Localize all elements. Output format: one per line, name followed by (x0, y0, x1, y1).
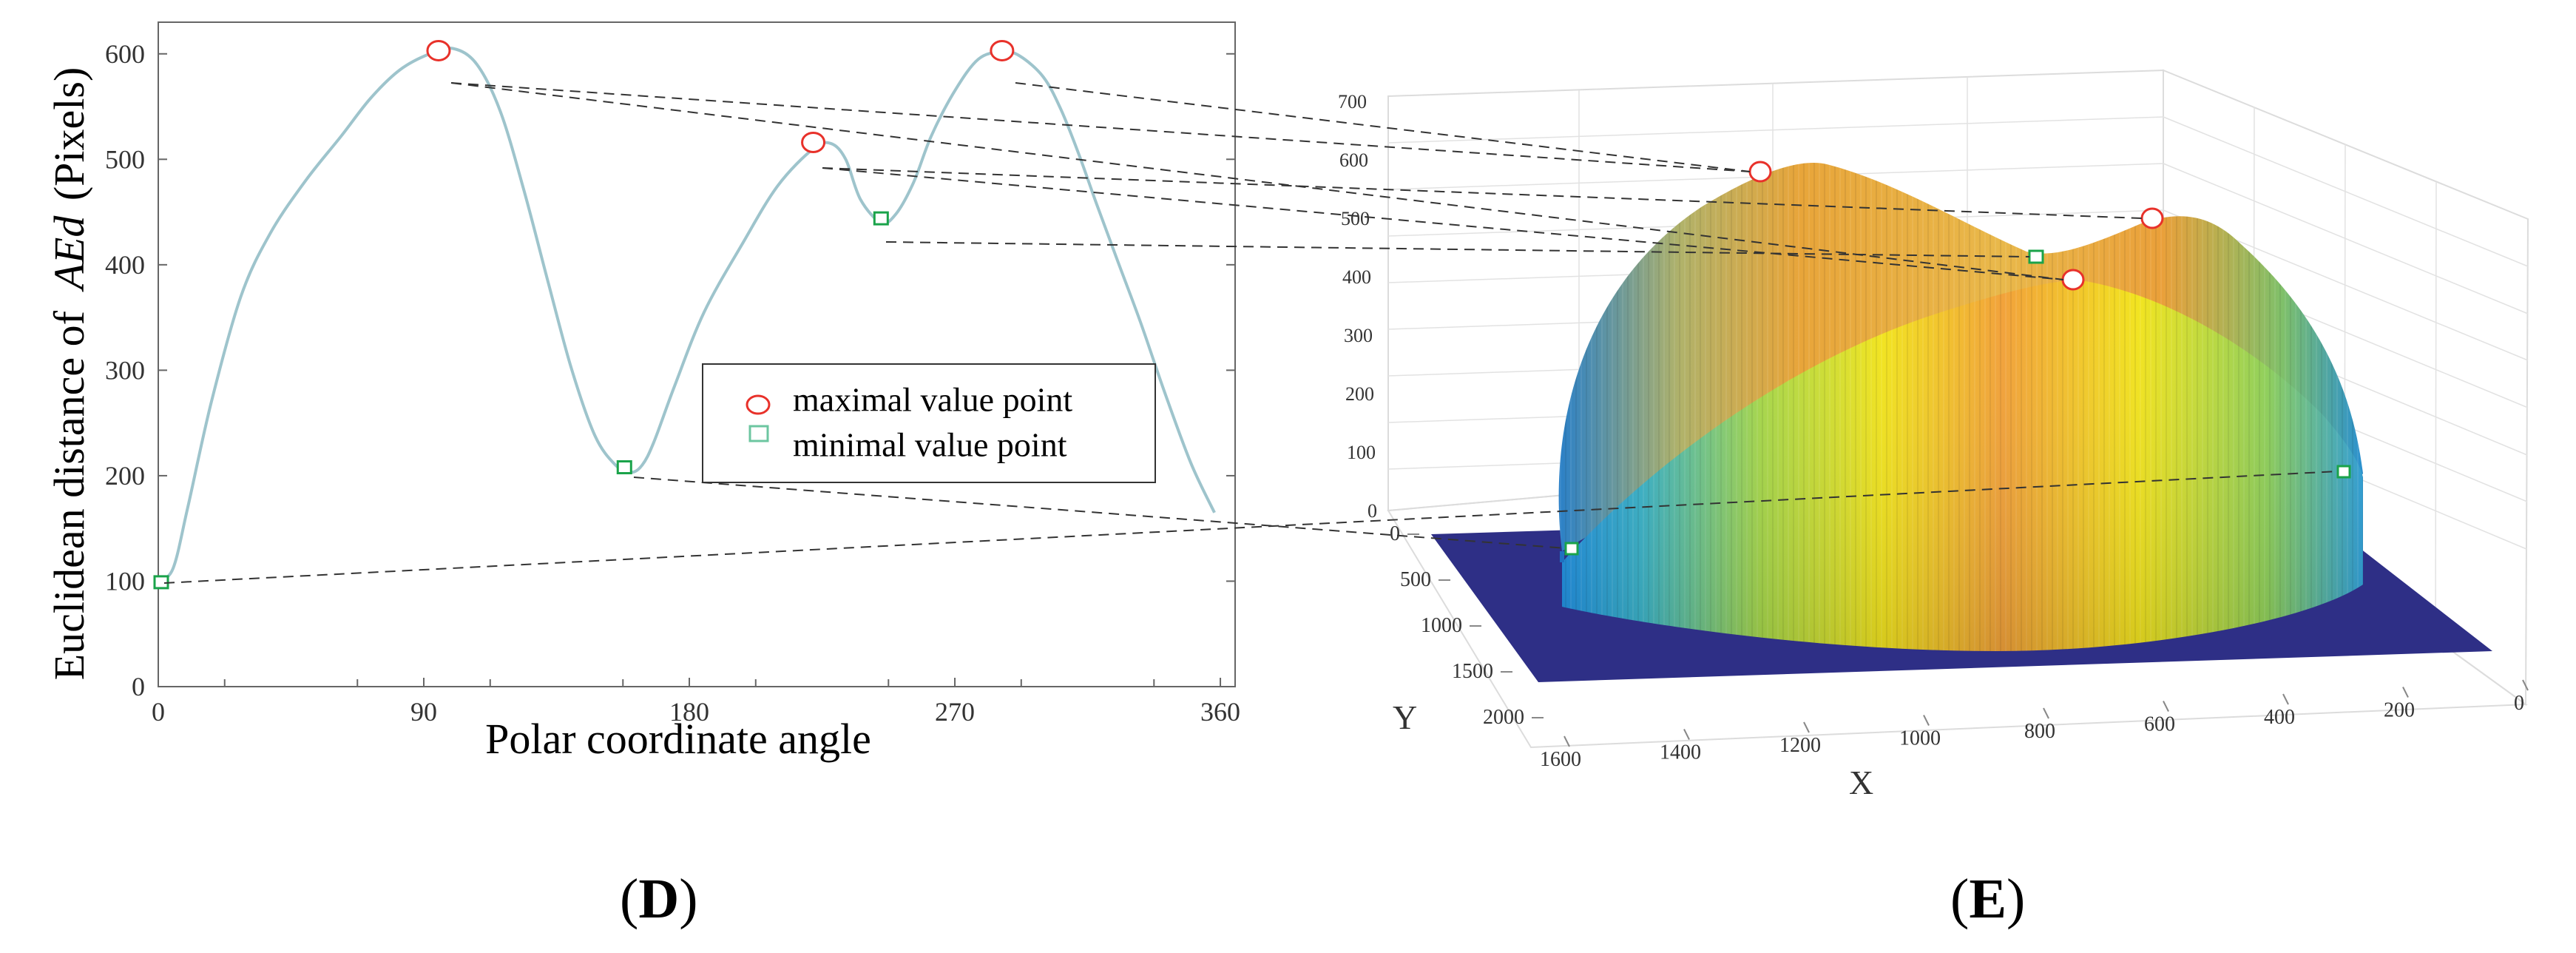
x-tick (1683, 729, 1690, 740)
y-tick-label: 1000 (1421, 614, 1462, 637)
x-tick-label: 270 (935, 697, 975, 727)
surface-min-marker-2 (1564, 542, 1579, 556)
z-tick-label: 500 (1341, 208, 1370, 229)
x-tick (2522, 679, 2529, 691)
z-tick-label: 100 (1347, 442, 1376, 463)
x-tick-label: 0 (2514, 692, 2524, 715)
legend-box (702, 363, 1156, 483)
legend-min-label: minimal value point (793, 426, 1067, 464)
y-tick-label: 100 (105, 566, 145, 596)
min-marker-3 (873, 211, 889, 226)
x-tick (1803, 721, 1810, 733)
x-tick (1563, 735, 1570, 747)
y-axis-label-var: AEd (45, 215, 93, 293)
x-tick-label: 600 (2144, 713, 2175, 736)
panel-e-label: (E) (1950, 868, 2026, 930)
legend-max-marker (746, 394, 771, 415)
legend-max-label: maximal value point (793, 381, 1072, 419)
connector-lines (163, 82, 2339, 584)
x-tick-label: 1200 (1779, 734, 1821, 757)
extreme-markers (153, 39, 1015, 590)
surface-min-marker-3 (2336, 465, 2351, 479)
e-x-axis-label: X (1849, 764, 1873, 801)
z-tick-labels: 0 100 200 300 400 500 600 700 (1338, 91, 1377, 522)
max-marker-1 (426, 39, 451, 61)
x-tick (2163, 701, 2169, 712)
axis-ticks (158, 53, 1235, 687)
legend-min-marker (748, 425, 769, 442)
y-tick-label: 500 (1400, 568, 1431, 591)
surface-max-marker-2 (2140, 207, 2164, 229)
x-tick-label: 1600 (1540, 748, 1581, 771)
y-tick-label: 400 (105, 250, 145, 280)
x-tick (1923, 715, 1930, 726)
x-tick-label: 0 (152, 697, 165, 727)
x-tick-label: 90 (410, 697, 437, 727)
x-tick (2043, 707, 2049, 719)
panel-d-label: (D) (620, 868, 698, 930)
x-tick (2282, 693, 2289, 705)
surface-max-marker-1 (1748, 161, 1772, 183)
z-tick-label: 200 (1345, 383, 1374, 405)
x-tick (2402, 687, 2409, 698)
surface-max-marker-3 (2061, 269, 2085, 291)
y-tick-label: 1500 (1452, 660, 1493, 683)
x-tick-label: 1400 (1660, 741, 1701, 764)
panel-d-chart: 0 90 180 270 360 0 100 200 300 400 500 600 maximal … (45, 21, 1240, 763)
plot-frame (158, 21, 1236, 687)
y-tick-label: 200 (105, 461, 145, 491)
y-axis-label-unit: (Pixels) (45, 67, 93, 201)
y-tick-label: 2000 (1483, 706, 1524, 729)
z-tick-label: 0 (1368, 500, 1377, 522)
max-marker-2 (801, 131, 826, 153)
z-tick-label: 400 (1342, 266, 1371, 288)
series-line (157, 47, 1216, 583)
z-tick-label: 700 (1338, 91, 1367, 112)
z-tick-label: 600 (1339, 149, 1368, 171)
y-tick-label: 0 (1390, 522, 1400, 545)
y-tick-label: 0 (132, 672, 145, 701)
surface-min-marker-1 (2028, 249, 2044, 264)
z-tick-label: 300 (1344, 325, 1373, 346)
x-tick-label: 200 (2384, 699, 2415, 722)
x-tick-label: 1000 (1899, 727, 1941, 750)
y-tick-label: 300 (105, 355, 145, 385)
y-tick-label: 600 (105, 39, 145, 69)
surface-front-shade (1562, 280, 2363, 651)
y-axis-label: Euclidean distance of AEd (Pixels) (45, 67, 93, 681)
max-marker-3 (990, 39, 1015, 61)
x-tick-label: 180 (669, 697, 709, 727)
y-axis-label-prefix: Euclidean distance of (45, 310, 93, 680)
x-tick-label: 400 (2264, 706, 2295, 729)
x-tick-label: 360 (1200, 697, 1240, 727)
e-y-axis-label: Y (1393, 698, 1417, 736)
x-tick-labels: 1600 1400 1200 1000 800 600 400 200 0 (1540, 679, 2529, 771)
x-axis-label: Polar coordinate angle (485, 715, 871, 763)
tick-labels: 0 90 180 270 360 0 100 200 300 400 500 600 (105, 39, 1240, 727)
y-tick-label: 500 (105, 144, 145, 174)
legend: maximal value point minimal value point (702, 363, 1156, 483)
x-tick-label: 800 (2024, 720, 2055, 743)
min-marker-2 (616, 460, 632, 475)
